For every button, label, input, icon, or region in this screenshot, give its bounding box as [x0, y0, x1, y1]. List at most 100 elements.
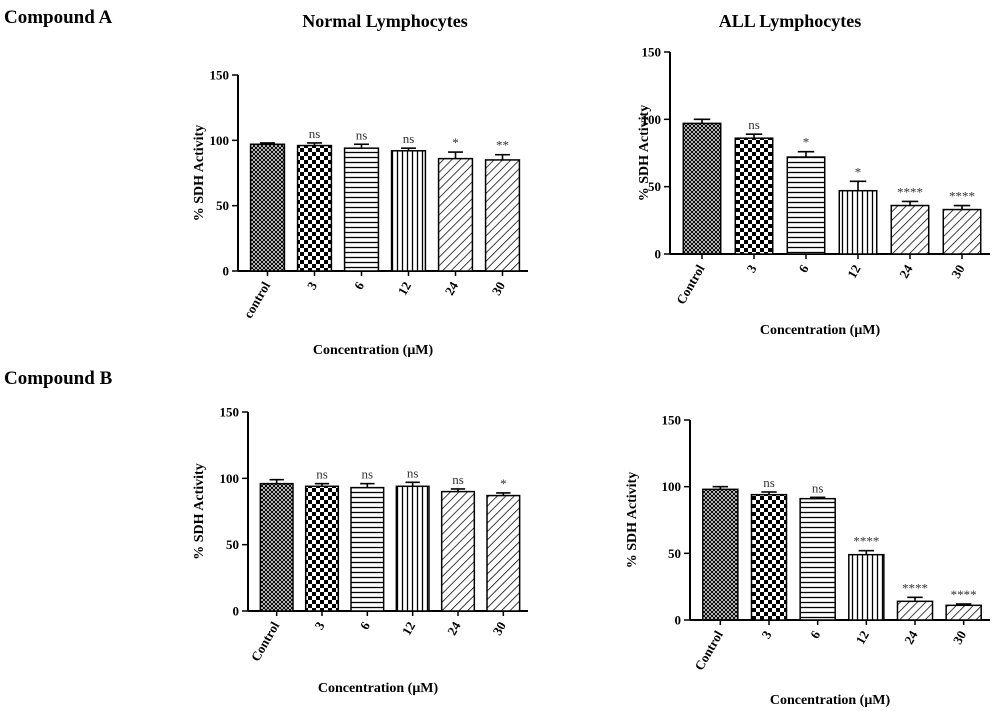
bar	[786, 156, 826, 255]
x-tick-label: 24	[444, 619, 464, 638]
y-tick-label: 100	[220, 471, 240, 486]
x-tick-label: 6	[807, 628, 823, 642]
x-tick-label: 3	[304, 279, 320, 293]
compound-a-heading: Compound A	[4, 7, 113, 28]
x-tick-label: 24	[896, 262, 916, 281]
significance-label: ns	[407, 465, 419, 480]
x-tick-label: control	[240, 279, 273, 321]
bar	[437, 157, 474, 272]
significance-label: ns	[812, 480, 824, 495]
x-axis-title: Concentration (μM)	[760, 323, 881, 338]
x-tick-label: 3	[743, 262, 759, 276]
chart-panel-4: 0 50 100 150 % SDH Activity Control ns 3 ns 6 ****…	[625, 413, 990, 708]
bar	[484, 159, 521, 272]
compound-b-heading: Compound B	[4, 368, 113, 389]
significance-label: *	[452, 135, 459, 150]
bar	[682, 122, 722, 255]
x-tick-label: 12	[844, 262, 863, 281]
y-tick-label: 0	[655, 247, 662, 262]
bar	[945, 604, 982, 621]
x-tick-label: 30	[950, 628, 969, 647]
significance-label: ****	[897, 184, 923, 199]
bar	[942, 208, 982, 255]
bar	[259, 482, 294, 612]
y-tick-label: 50	[648, 179, 661, 194]
x-tick-label: 3	[311, 619, 327, 633]
chart-panels: Normal Lymphocytes 0 50 100 150 % SDH Activit…	[192, 11, 990, 708]
significance-label: ns	[403, 131, 415, 146]
y-tick-label: 0	[233, 604, 240, 619]
x-tick-label: 30	[948, 262, 967, 281]
y-axis-title: % SDH Activity	[192, 463, 207, 559]
bar	[486, 494, 521, 612]
y-tick-label: 100	[642, 112, 662, 127]
bar	[350, 486, 385, 612]
significance-label: ****	[853, 534, 879, 549]
significance-label: ns	[763, 475, 775, 490]
chart-panel-2: ALL Lymphocytes 0 50 100 150 % SDH Activity Co…	[637, 11, 990, 338]
y-tick-label: 150	[210, 68, 230, 83]
x-tick-label: Control	[673, 262, 708, 307]
significance-label: ns	[309, 126, 321, 141]
y-tick-label: 50	[216, 198, 229, 213]
chart-panel-3: 0 50 100 150 % SDH Activity Control ns 3 ns 6 ns 12…	[192, 405, 528, 696]
y-axis-title: % SDH Activity	[625, 472, 640, 568]
bar	[750, 493, 788, 621]
y-tick-label: 0	[223, 264, 230, 279]
x-tick-label: 6	[795, 262, 811, 276]
x-tick-label: 30	[489, 619, 508, 638]
significance-label: ns	[748, 117, 760, 132]
x-tick-label: 30	[489, 279, 508, 298]
y-tick-label: 100	[210, 133, 230, 148]
x-tick-label: Control	[248, 619, 283, 664]
bar	[702, 488, 739, 621]
x-tick-label: 12	[399, 619, 418, 638]
significance-label: **	[496, 138, 509, 153]
significance-label: *	[500, 476, 507, 491]
significance-label: ****	[951, 587, 977, 602]
x-tick-label: 3	[758, 628, 774, 642]
significance-label: *	[855, 164, 862, 179]
y-tick-label: 150	[662, 413, 682, 428]
x-tick-label: 6	[357, 619, 373, 633]
x-axis-title: Concentration (μM)	[318, 681, 439, 696]
x-tick-label: 12	[395, 279, 414, 298]
significance-label: ns	[316, 467, 328, 482]
bar	[838, 189, 878, 255]
significance-label: *	[803, 135, 810, 150]
bar	[896, 600, 934, 621]
bar	[799, 497, 836, 621]
x-tick-label: 12	[852, 628, 871, 647]
x-tick-label: 24	[442, 279, 462, 298]
y-tick-label: 50	[226, 537, 239, 552]
significance-label: ****	[949, 189, 975, 204]
y-tick-label: 150	[642, 45, 662, 60]
y-axis-title: % SDH Activity	[192, 125, 207, 221]
bar	[304, 485, 340, 612]
x-tick-label: 6	[351, 279, 367, 293]
y-tick-label: 0	[675, 613, 682, 628]
bar	[343, 147, 380, 272]
bar	[440, 490, 476, 612]
significance-label: ns	[362, 467, 374, 482]
significance-label: ****	[902, 580, 928, 595]
bar	[296, 144, 333, 272]
y-axis-title: % SDH Activity	[637, 105, 652, 201]
x-axis-title: Concentration (μM)	[313, 343, 434, 358]
chart-title: ALL Lymphocytes	[719, 11, 862, 31]
bar	[890, 204, 930, 255]
significance-label: ns	[356, 127, 368, 142]
y-tick-label: 100	[662, 479, 682, 494]
bar	[249, 143, 286, 272]
bar	[848, 553, 885, 621]
y-tick-label: 50	[668, 546, 681, 561]
x-axis-title: Concentration (μM)	[770, 693, 891, 708]
bar	[395, 485, 430, 612]
significance-label: ns	[452, 472, 464, 487]
chart-panel-1: Normal Lymphocytes 0 50 100 150 % SDH Activit…	[192, 11, 528, 358]
x-tick-label: 24	[901, 628, 921, 647]
bar	[734, 137, 774, 255]
x-tick-label: Control	[691, 628, 726, 673]
bar	[390, 150, 427, 272]
